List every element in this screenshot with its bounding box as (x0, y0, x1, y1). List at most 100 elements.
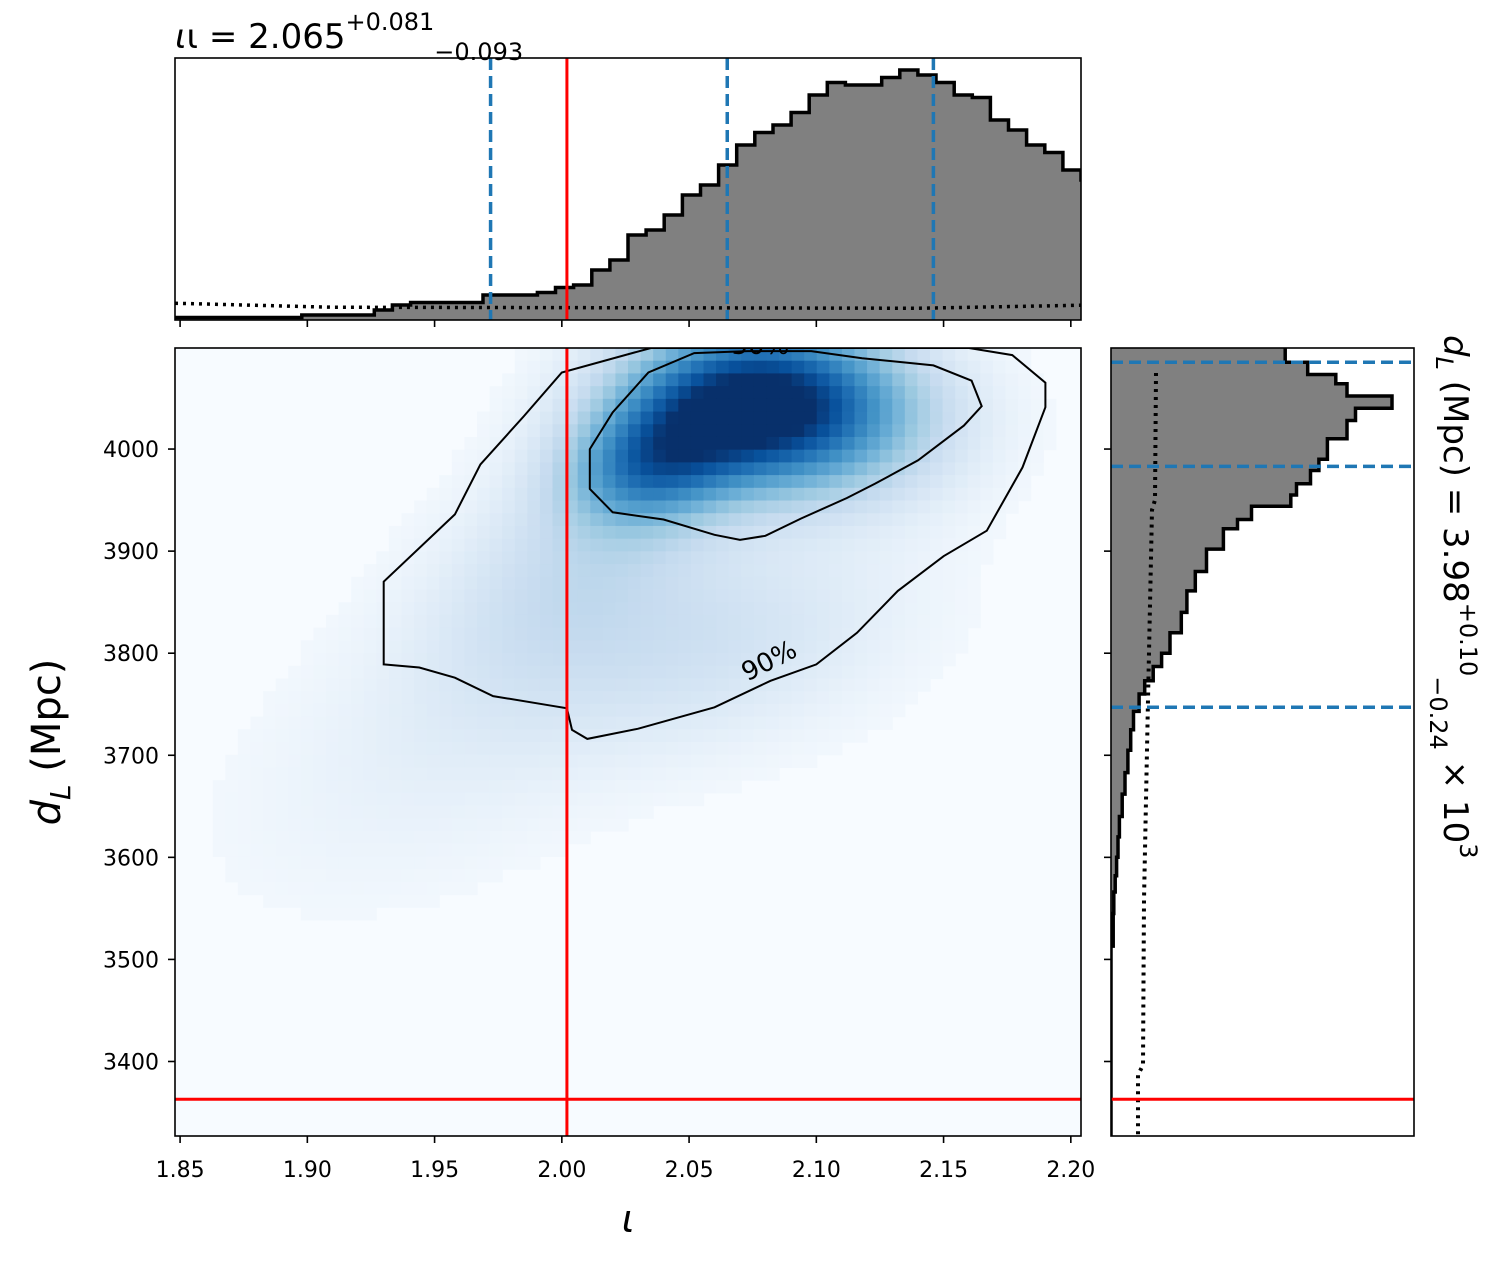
density-cell (351, 614, 365, 629)
density-cell (867, 424, 881, 438)
density-cell (275, 818, 289, 832)
density-cell (854, 589, 868, 603)
density-cell (502, 525, 516, 540)
density-cell (288, 805, 302, 819)
density-cell (892, 640, 906, 654)
density-cell (552, 386, 566, 400)
density-cell (414, 805, 428, 819)
density-cell (1018, 436, 1032, 451)
density-cell (250, 869, 264, 883)
density-cell (1030, 386, 1044, 400)
density-cell (703, 386, 717, 400)
density-cell (313, 894, 327, 908)
density-cell (388, 869, 403, 883)
density-cell (829, 449, 843, 463)
density-cell (602, 754, 617, 769)
density-cell (439, 640, 453, 654)
density-cell (766, 640, 780, 654)
density-cell (766, 716, 780, 730)
density-cell (665, 475, 679, 489)
density-cell (841, 525, 856, 540)
density-cell (992, 449, 1007, 463)
density-cell (829, 576, 843, 591)
density-cell (628, 742, 642, 756)
density-cell (992, 360, 1007, 375)
density-cell (653, 525, 667, 540)
density-cell (628, 780, 642, 794)
density-cell (779, 398, 793, 413)
density-cell (791, 754, 805, 769)
density-cell (892, 665, 906, 680)
density-cell (514, 449, 528, 463)
density-cell (527, 665, 541, 680)
density-cell (841, 462, 856, 476)
density-cell (791, 475, 805, 489)
density-cell (539, 449, 554, 463)
density-cell (653, 589, 667, 603)
density-cell (791, 348, 805, 362)
density-cell (816, 678, 830, 692)
density-cell (854, 640, 868, 654)
density-cell (892, 525, 906, 540)
density-cell (275, 716, 289, 730)
density-cell (917, 589, 931, 603)
density-cell (388, 602, 403, 616)
density-cell (779, 449, 793, 463)
density-cell (615, 678, 629, 692)
density-cell (300, 805, 315, 819)
density-cell (892, 703, 906, 718)
density-cell (640, 398, 654, 413)
density-cell (351, 843, 365, 857)
density-cell (300, 907, 315, 921)
density-cell (628, 627, 642, 641)
density-cell (552, 500, 566, 514)
density-cell (388, 754, 403, 769)
density-cell (338, 843, 352, 857)
density-cell (577, 487, 591, 502)
density-cell (590, 767, 604, 781)
density-cell (527, 678, 541, 692)
density-cell (753, 627, 768, 641)
density-cell (791, 386, 805, 400)
density-cell (716, 386, 730, 400)
density-cell (414, 500, 428, 514)
density-cell (678, 525, 692, 540)
y-tick-label: 3400 (103, 1050, 159, 1075)
density-cell (577, 716, 591, 730)
density-cell (464, 792, 478, 807)
density-cell (753, 436, 768, 451)
density-cell (477, 449, 491, 463)
density-cell (502, 589, 516, 603)
density-cell (804, 653, 818, 667)
density-cell (615, 475, 629, 489)
density-cell (804, 729, 818, 743)
density-cell (326, 907, 340, 921)
density-cell (514, 564, 528, 578)
density-cell (388, 525, 403, 540)
density-cell (766, 436, 780, 451)
density-cell (804, 678, 818, 692)
density-cell (753, 462, 768, 476)
density-cell (313, 653, 327, 667)
density-cell (477, 703, 491, 718)
density-cell (489, 805, 503, 819)
density-cell (414, 653, 428, 667)
density-cell (980, 462, 994, 476)
density-cell (300, 843, 315, 857)
density-cell (678, 691, 692, 705)
density-cell (539, 742, 554, 756)
density-cell (753, 538, 768, 552)
density-cell (741, 602, 755, 616)
density-cell (401, 716, 415, 730)
density-cell (690, 386, 705, 400)
density-cell (388, 894, 403, 908)
density-cell (602, 513, 617, 527)
density-cell (841, 653, 856, 667)
density-cell (502, 462, 516, 476)
density-cell (841, 538, 856, 552)
density-cell (401, 703, 415, 718)
density-cell (728, 640, 742, 654)
density-cell (690, 360, 705, 375)
density-cell (690, 602, 705, 616)
density-cell (741, 411, 755, 425)
